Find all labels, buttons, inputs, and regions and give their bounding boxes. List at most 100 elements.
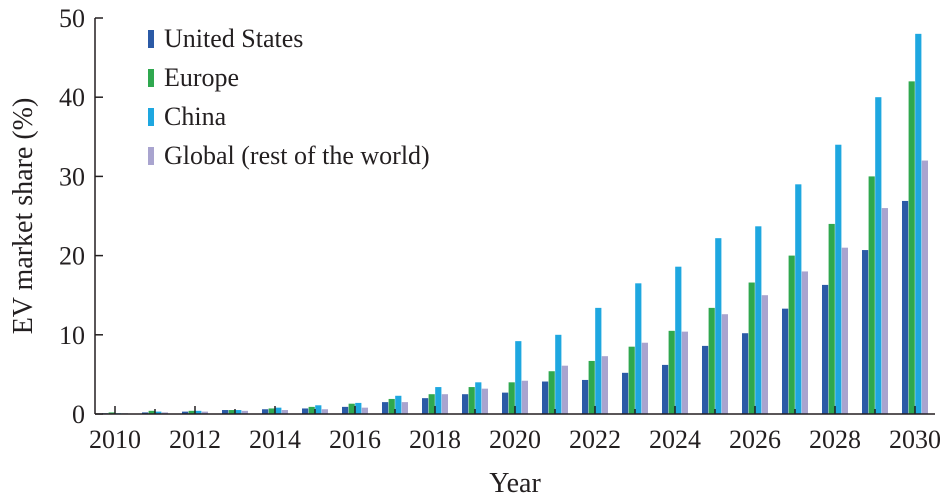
x-tick-label: 2012 xyxy=(169,425,221,454)
legend-swatch-china xyxy=(148,108,154,126)
legend-swatch-global-rest-of-the-world xyxy=(148,147,154,165)
bar-china-2026 xyxy=(755,226,762,414)
x-axis-title: Year xyxy=(489,468,541,499)
bar-global-rest-of-the-world-2017 xyxy=(401,402,408,414)
bar-united-states-2012 xyxy=(182,411,189,414)
x-tick-label: 2028 xyxy=(809,425,861,454)
bar-europe-2028 xyxy=(828,223,835,414)
bar-europe-2015 xyxy=(308,406,315,414)
bar-china-2016 xyxy=(355,402,362,414)
x-axis-ticks: 2010 2012 2014 2016 2018 2020 2022 2024 2026 2028… xyxy=(89,406,941,454)
bar-global-rest-of-the-world-2028 xyxy=(841,247,848,414)
bar-china-2022 xyxy=(595,307,602,414)
bar-china-2021 xyxy=(555,334,562,414)
bar-united-states-2020 xyxy=(502,392,509,414)
bar-china-2011 xyxy=(155,411,162,414)
legend-label-europe: Europe xyxy=(164,63,239,92)
legend-label-global-rest-of-the-world: Global (rest of the world) xyxy=(164,141,430,170)
bar-united-states-2011 xyxy=(142,412,149,414)
bar-global-rest-of-the-world-2023 xyxy=(641,342,648,414)
x-tick-label: 2018 xyxy=(409,425,461,454)
bar-united-states-2021 xyxy=(542,381,549,414)
x-tick-label: 2026 xyxy=(729,425,781,454)
legend-label-china: China xyxy=(164,102,227,131)
bar-united-states-2026 xyxy=(742,333,749,414)
bar-united-states-2029 xyxy=(862,250,869,414)
bar-europe-2016 xyxy=(348,403,355,414)
bar-china-2017 xyxy=(395,395,402,414)
bar-global-rest-of-the-world-2011 xyxy=(161,412,168,414)
bar-united-states-2014 xyxy=(262,409,269,414)
bar-china-2027 xyxy=(795,184,802,414)
bar-china-2030 xyxy=(915,33,922,415)
bar-united-states-2018 xyxy=(422,398,429,414)
bar-europe-2026 xyxy=(748,282,755,414)
y-tick-label: 50 xyxy=(59,4,85,33)
bar-europe-2010 xyxy=(108,412,115,414)
bar-united-states-2017 xyxy=(382,402,389,414)
bar-global-rest-of-the-world-2015 xyxy=(321,409,328,414)
x-tick-label: 2022 xyxy=(569,425,621,454)
bar-global-rest-of-the-world-2025 xyxy=(721,314,728,414)
bar-europe-2030 xyxy=(908,81,915,415)
legend-swatch-europe xyxy=(148,69,154,87)
bar-china-2023 xyxy=(635,283,642,414)
bar-global-rest-of-the-world-2027 xyxy=(801,271,808,414)
bar-europe-2024 xyxy=(668,330,675,414)
bar-global-rest-of-the-world-2026 xyxy=(761,295,768,414)
bar-europe-2012 xyxy=(188,410,195,414)
y-tick-label: 0 xyxy=(72,400,85,429)
bar-europe-2029 xyxy=(868,176,875,414)
bar-europe-2021 xyxy=(548,371,555,414)
bar-china-2019 xyxy=(475,382,482,414)
bar-europe-2013 xyxy=(228,410,235,414)
bar-europe-2017 xyxy=(388,398,395,414)
bar-global-rest-of-the-world-2012 xyxy=(201,411,208,414)
bar-united-states-2023 xyxy=(622,372,629,414)
bar-united-states-2028 xyxy=(822,284,829,414)
bar-europe-2019 xyxy=(468,387,475,414)
bar-global-rest-of-the-world-2018 xyxy=(441,394,448,414)
bar-china-2015 xyxy=(315,405,322,414)
y-tick-label: 10 xyxy=(59,321,85,350)
y-axis-ticks: 0 10 20 30 40 50 xyxy=(59,4,103,429)
bar-europe-2011 xyxy=(148,410,155,414)
bar-global-rest-of-the-world-2013 xyxy=(241,410,248,414)
bars xyxy=(102,33,928,415)
bar-global-rest-of-the-world-2030 xyxy=(921,160,928,414)
bar-global-rest-of-the-world-2016 xyxy=(361,407,368,414)
bar-united-states-2019 xyxy=(462,394,469,414)
x-tick-label: 2030 xyxy=(889,425,941,454)
bar-china-2013 xyxy=(235,410,242,414)
bar-china-2020 xyxy=(515,341,522,414)
bar-global-rest-of-the-world-2029 xyxy=(881,208,888,414)
y-tick-label: 30 xyxy=(59,162,85,191)
bar-global-rest-of-the-world-2021 xyxy=(561,365,568,414)
bar-united-states-2013 xyxy=(222,410,229,414)
bar-china-2024 xyxy=(675,266,682,414)
bar-global-rest-of-the-world-2020 xyxy=(521,380,528,414)
bar-united-states-2022 xyxy=(582,379,589,414)
legend-label-united-states: United States xyxy=(164,24,303,53)
bar-china-2025 xyxy=(715,238,722,414)
bar-global-rest-of-the-world-2024 xyxy=(681,331,688,414)
bar-europe-2027 xyxy=(788,255,795,414)
bar-global-rest-of-the-world-2019 xyxy=(481,388,488,414)
legend: United States Europe China Global (rest of … xyxy=(148,24,430,170)
x-tick-label: 2020 xyxy=(489,425,541,454)
bar-europe-2023 xyxy=(628,346,635,414)
bar-china-2012 xyxy=(195,410,202,414)
bar-united-states-2024 xyxy=(662,364,669,414)
bar-china-2028 xyxy=(835,144,842,414)
legend-swatch-united-states xyxy=(148,30,154,48)
bar-china-2014 xyxy=(275,407,282,414)
bar-europe-2020 xyxy=(508,382,515,414)
bar-global-rest-of-the-world-2022 xyxy=(601,356,608,414)
x-tick-label: 2010 xyxy=(89,425,141,454)
bar-united-states-2025 xyxy=(702,345,709,414)
x-tick-label: 2014 xyxy=(249,425,301,454)
bar-united-states-2016 xyxy=(342,406,349,414)
bar-united-states-2030 xyxy=(902,200,909,414)
bar-united-states-2015 xyxy=(302,408,309,414)
